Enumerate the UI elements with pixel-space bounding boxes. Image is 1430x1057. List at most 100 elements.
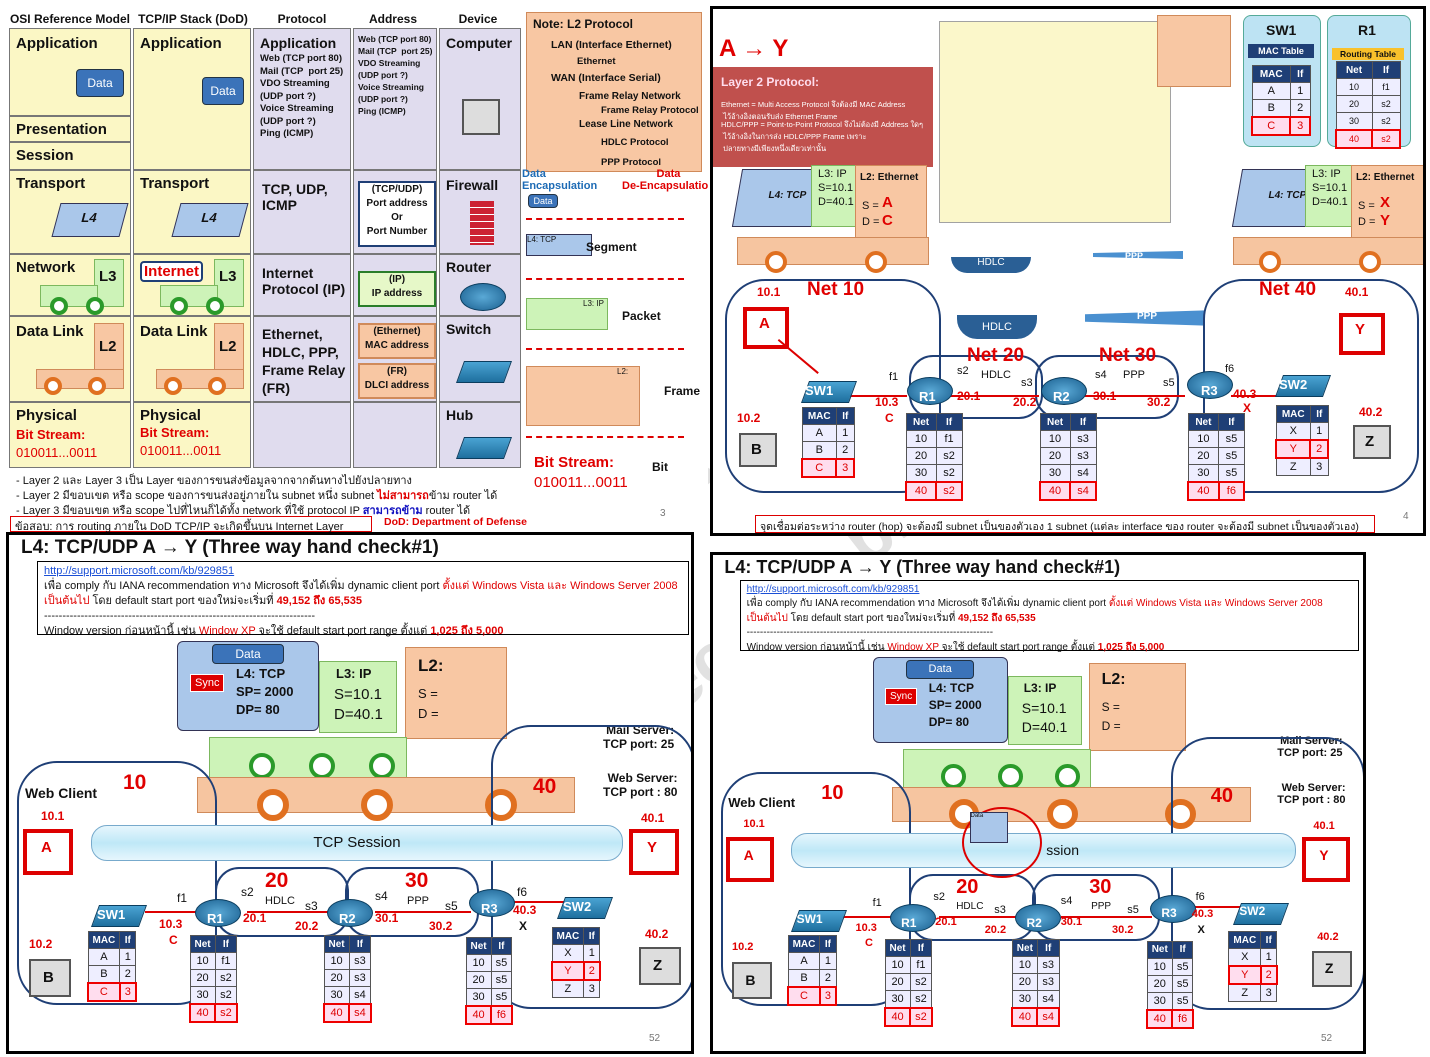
if-header: If (1309, 405, 1329, 423)
wheel (1165, 798, 1196, 830)
host-y[interactable]: Y (1339, 313, 1385, 355)
host-z[interactable]: Z (1311, 950, 1352, 988)
host-y[interactable]: Y (629, 829, 679, 875)
r2-router[interactable] (1015, 904, 1062, 933)
l2-box: L2: S = D = (1089, 662, 1187, 751)
host-z[interactable]: Z (639, 947, 681, 985)
table-row: 30 s2 (905, 464, 963, 483)
note-emphasis: Window XP (198, 625, 256, 637)
host-label: Y (647, 839, 658, 856)
bullet-3: - Layer 3 มีขอบเขต หรือ scope ไปที่ไหนก็… (16, 501, 470, 519)
dst-ip: D=40.1 (818, 196, 854, 208)
table-row: 30 s4 (1039, 464, 1097, 483)
table-header: If (583, 927, 601, 945)
cell: 3 (835, 458, 855, 478)
l2-label: L2 (99, 338, 117, 355)
r3-label: R3 (1201, 383, 1218, 398)
host-a[interactable]: A (23, 829, 73, 875)
kb-link[interactable]: http://support.microsoft.com/kb/929851 (746, 583, 920, 595)
hdlc-label: HDLC (265, 895, 295, 907)
ip-label: 30.1 (1060, 915, 1083, 928)
net-header: Net (1335, 61, 1373, 79)
data-pill: Data (212, 644, 284, 664)
r1_rows-table: Net If 10 f1 20 s2 30 s2 40 s2 (883, 939, 933, 1027)
cell: s4 (348, 986, 372, 1005)
table-header: If (119, 931, 137, 949)
sw2-label: SW2 (563, 899, 592, 914)
host-z[interactable]: Z (1353, 425, 1391, 459)
r1-routing-table: Net If 10 f1 20 s2 30 s2 40 s2 (1334, 61, 1401, 149)
bullet-1: - Layer 2 และ Layer 3 เป็น Layer ของการข… (16, 471, 412, 489)
protocol-datalink: Ethernet, HDLC, PPP, Frame Relay (FR) (253, 316, 351, 402)
r1-router[interactable] (907, 377, 953, 405)
divider-line (526, 436, 684, 438)
note-item: PPP Protocol (601, 157, 662, 168)
dod-internet: Internet L3 (133, 254, 251, 316)
net40-label: 40 (1210, 785, 1234, 808)
cell: C (800, 458, 838, 478)
r2-router[interactable] (1041, 377, 1087, 405)
r2-router[interactable] (327, 899, 373, 927)
x-label: X (1197, 923, 1205, 936)
bullet-text: - Layer 2 และ Layer 3 เป็น Layer ของการข… (16, 475, 412, 487)
link-r2-r3 (1085, 395, 1185, 397)
dod-transport: Transport L4 (133, 170, 251, 254)
dst-mac: Y (1380, 212, 1391, 229)
cell: s2 (935, 464, 963, 483)
src-mac: X (1380, 194, 1391, 211)
host-b[interactable]: B (739, 433, 777, 467)
l2-info-ethernet: Ethernet = Multi Access Protocol จึงต้อง… (721, 100, 906, 121)
table-row: 30 s4 (323, 986, 372, 1005)
data-pill: Data (202, 77, 244, 105)
cell: s2 (935, 481, 963, 501)
cell: 30 (1335, 112, 1373, 131)
r3-router[interactable] (1150, 894, 1196, 923)
cell: 40 (883, 1007, 912, 1027)
header-dod: TCP/IP Stack (DoD) (138, 12, 248, 26)
note-item: Frame Relay Protocol (601, 105, 699, 116)
c-label: C (169, 933, 178, 947)
interface-label: f6 (1195, 891, 1205, 903)
ip-label: 10.1 (757, 285, 781, 299)
r3-router[interactable] (469, 889, 515, 917)
interface-label: s3 (1021, 377, 1033, 389)
ip-label: 30.1 (375, 911, 399, 925)
interface-label: f1 (872, 896, 882, 909)
r3-router[interactable] (1187, 371, 1233, 399)
cell: s4 (1069, 464, 1097, 483)
host-label: A (759, 315, 770, 332)
cell: s5 (1171, 991, 1194, 1011)
ip-label: 20.1 (957, 389, 981, 403)
net40-cloud (1170, 737, 1363, 1011)
kb-link[interactable]: http://support.microsoft.com/kb/929851 (44, 565, 235, 577)
wheel (865, 251, 887, 273)
device-switch-label: Switch (446, 321, 492, 337)
dod-physical: Physical Bit Stream: 010011...0011 (133, 402, 251, 468)
table-row: 30 s4 (1011, 990, 1060, 1009)
cell: Z (551, 979, 585, 998)
osi-transport-label: Transport (16, 175, 86, 192)
sync-flag: Sync (884, 688, 918, 706)
cell: 20 (1187, 447, 1220, 465)
host-y[interactable]: Y (1302, 837, 1350, 882)
table-row: 10 f1 (905, 430, 963, 448)
ip-label: 20.2 (984, 923, 1007, 936)
ip-label: 40.1 (1313, 819, 1335, 832)
host-a[interactable]: A (726, 837, 775, 882)
r1-router[interactable] (195, 899, 241, 927)
host-b[interactable]: B (732, 962, 773, 999)
ip-label: 20.1 (935, 915, 957, 928)
r2_rows-table: Net If 10 s3 20 s3 30 s4 40 s4 (1011, 939, 1061, 1027)
hdlc-label: HDLC (982, 321, 1012, 333)
note-emphasis: Window XP (887, 641, 939, 653)
cell: s2 (1371, 112, 1401, 131)
host-b[interactable]: B (29, 959, 71, 997)
frame-label: Frame (664, 384, 701, 398)
r1-router[interactable] (889, 904, 936, 933)
cell: 2 (1309, 439, 1329, 459)
ip-label: 10.1 (41, 809, 65, 823)
cell: 10 (905, 430, 937, 448)
